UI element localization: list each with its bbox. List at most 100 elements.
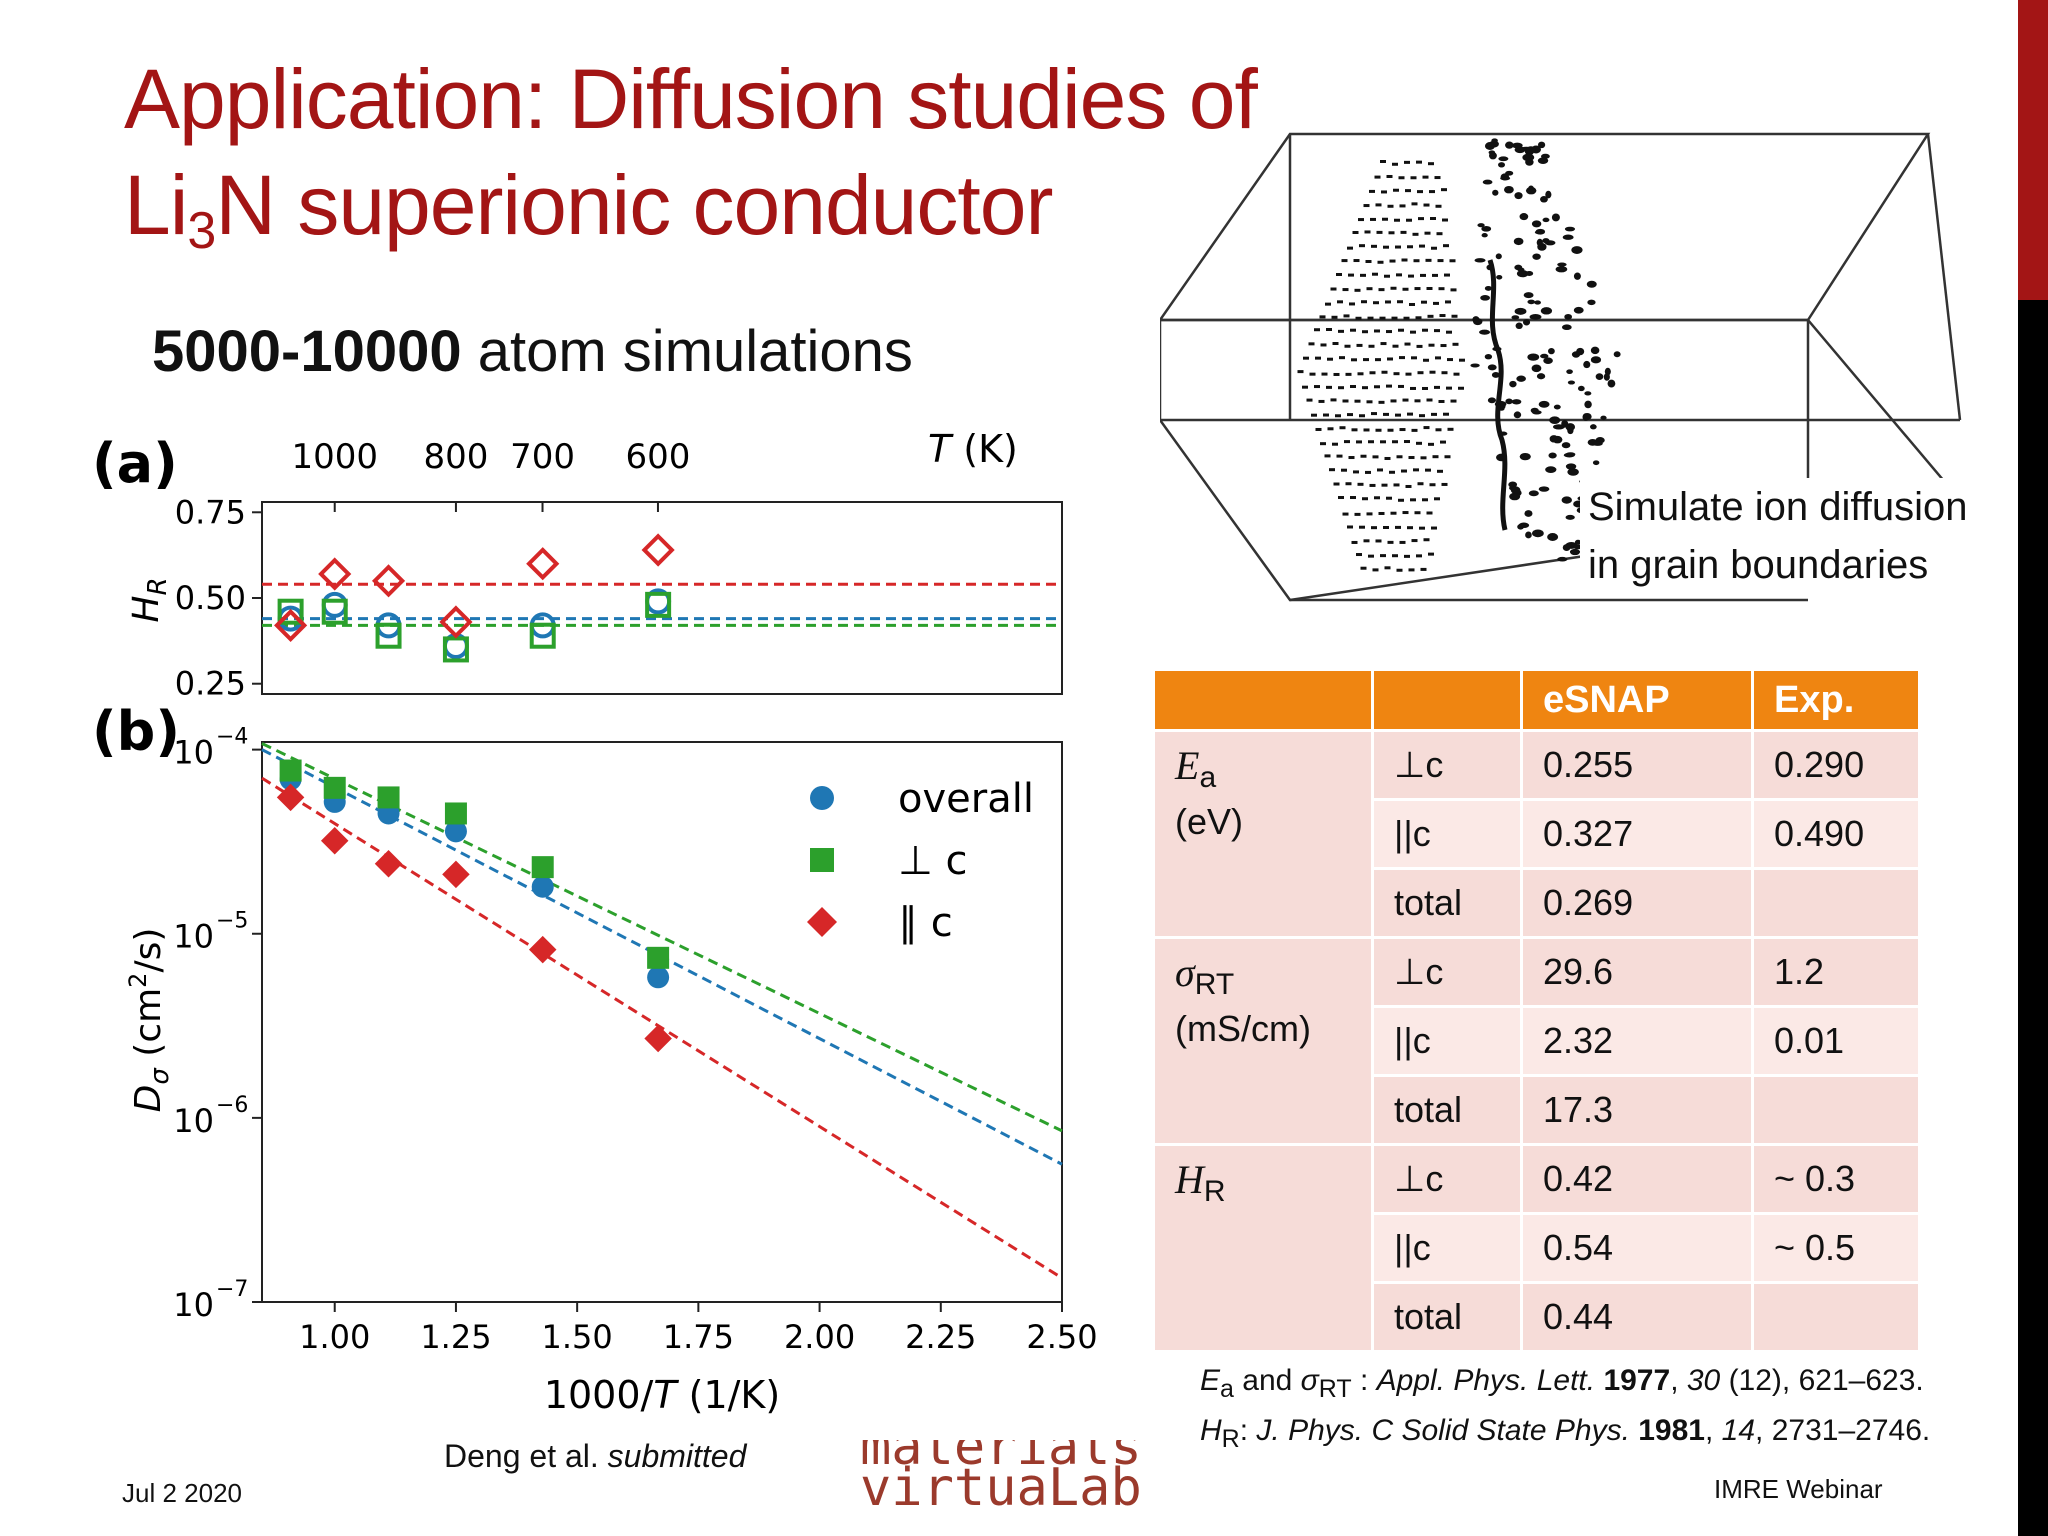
atom — [1446, 330, 1452, 334]
atom — [1567, 468, 1579, 476]
atom — [1425, 258, 1432, 262]
atom — [1381, 483, 1388, 487]
atom — [1555, 266, 1568, 273]
logo-line-1: materials — [860, 1440, 1142, 1466]
atom — [1396, 273, 1402, 277]
table-row: HR ⊥c 0.42 ~ 0.3 — [1155, 1146, 1918, 1350]
atom — [1543, 357, 1553, 364]
ref1-subscript-2: RT — [1318, 1375, 1352, 1403]
atom — [1387, 540, 1394, 544]
atom — [1440, 440, 1446, 444]
atom — [1406, 218, 1412, 222]
atom — [1335, 414, 1341, 418]
table-row: total 0.269 — [1155, 870, 1918, 936]
y-tick-label: 10 — [173, 918, 214, 956]
atom — [1429, 190, 1435, 194]
atom — [1404, 440, 1410, 444]
atom — [1413, 468, 1419, 472]
ref2-colon: : — [1239, 1414, 1257, 1447]
atom — [1380, 160, 1386, 164]
ref1-and: and — [1233, 1364, 1301, 1397]
atom — [1443, 412, 1449, 416]
data-point — [377, 786, 400, 809]
table-property-cell: Ea (eV) — [1155, 732, 1371, 936]
atom — [1423, 203, 1430, 207]
atom — [1410, 176, 1417, 180]
atom — [1492, 189, 1499, 196]
atom — [1564, 313, 1573, 320]
table-cell-dir: ||c — [1374, 801, 1520, 867]
atom — [1495, 253, 1502, 260]
atom — [1422, 498, 1428, 502]
atom — [1573, 272, 1581, 280]
atom — [1404, 160, 1410, 164]
atom — [1363, 539, 1370, 543]
data-point — [439, 605, 473, 639]
atom — [1405, 372, 1412, 376]
ref2-volume: 14 — [1721, 1414, 1756, 1447]
atom — [1552, 435, 1563, 444]
atom — [1321, 372, 1328, 376]
atom — [1408, 274, 1414, 278]
atom — [1414, 287, 1421, 291]
atom — [1356, 343, 1363, 347]
slide-date: Jul 2 2020 — [122, 1478, 242, 1508]
data-point — [320, 826, 349, 855]
atom — [1333, 372, 1340, 376]
atom — [1405, 189, 1411, 193]
atom — [1432, 455, 1439, 459]
atom — [1371, 526, 1377, 530]
atom — [1536, 238, 1543, 247]
atom — [1437, 259, 1444, 263]
atom — [1431, 412, 1437, 416]
atom — [1444, 273, 1450, 277]
atom — [1561, 324, 1572, 331]
atom — [1564, 226, 1576, 232]
atom — [1396, 455, 1403, 459]
atom — [1314, 328, 1320, 332]
atom — [1458, 386, 1464, 390]
atom — [1355, 316, 1362, 320]
atom — [1392, 554, 1398, 558]
atom — [1369, 189, 1375, 193]
property-unit: (eV) — [1175, 801, 1244, 843]
table-cell-esnap: 17.3 — [1523, 1077, 1751, 1143]
table-cell-dir: total — [1374, 870, 1520, 936]
atom — [1603, 373, 1610, 381]
atom — [1378, 288, 1385, 292]
atom — [1385, 300, 1391, 304]
slide-subtitle: 5000-10000 atom simulations — [152, 318, 913, 385]
atom — [1388, 231, 1395, 235]
table-cell-esnap: 2.32 — [1523, 1008, 1751, 1074]
atom — [1319, 315, 1326, 319]
atom — [1551, 213, 1560, 222]
atom — [1354, 399, 1361, 403]
atom — [1329, 468, 1335, 472]
atom — [1332, 342, 1339, 346]
atom — [1417, 190, 1423, 194]
materials-virtual-lab-logo: materials virtuaLab — [860, 1440, 1142, 1514]
atom — [1326, 385, 1332, 389]
atom — [1498, 156, 1509, 162]
atom — [1417, 482, 1424, 486]
atom — [1429, 483, 1436, 487]
atom — [1411, 356, 1417, 360]
atom — [1348, 456, 1355, 460]
table-cell-dir: total — [1374, 1284, 1520, 1350]
panel-b-legend: overall ⊥ c ∥ c — [807, 776, 1034, 946]
atom — [1364, 230, 1371, 234]
atom — [1405, 484, 1412, 488]
atom — [1410, 386, 1416, 390]
table-row: Ea (eV) ⊥c 0.255 0.290 — [1155, 732, 1918, 936]
atom — [1373, 301, 1379, 305]
legend-label: ⊥ c — [898, 838, 968, 884]
atom — [1562, 544, 1571, 551]
atom — [1368, 344, 1375, 348]
atom — [1386, 496, 1392, 500]
atom — [1428, 442, 1434, 446]
atom — [1386, 384, 1392, 388]
atom — [1410, 330, 1416, 334]
diffusion-plots: (a) 1000 800 700 600 T (K) 0.250.500.75 HR … — [92, 427, 1098, 1417]
atom — [1482, 179, 1493, 185]
legend-label: ∥ c — [898, 900, 953, 946]
